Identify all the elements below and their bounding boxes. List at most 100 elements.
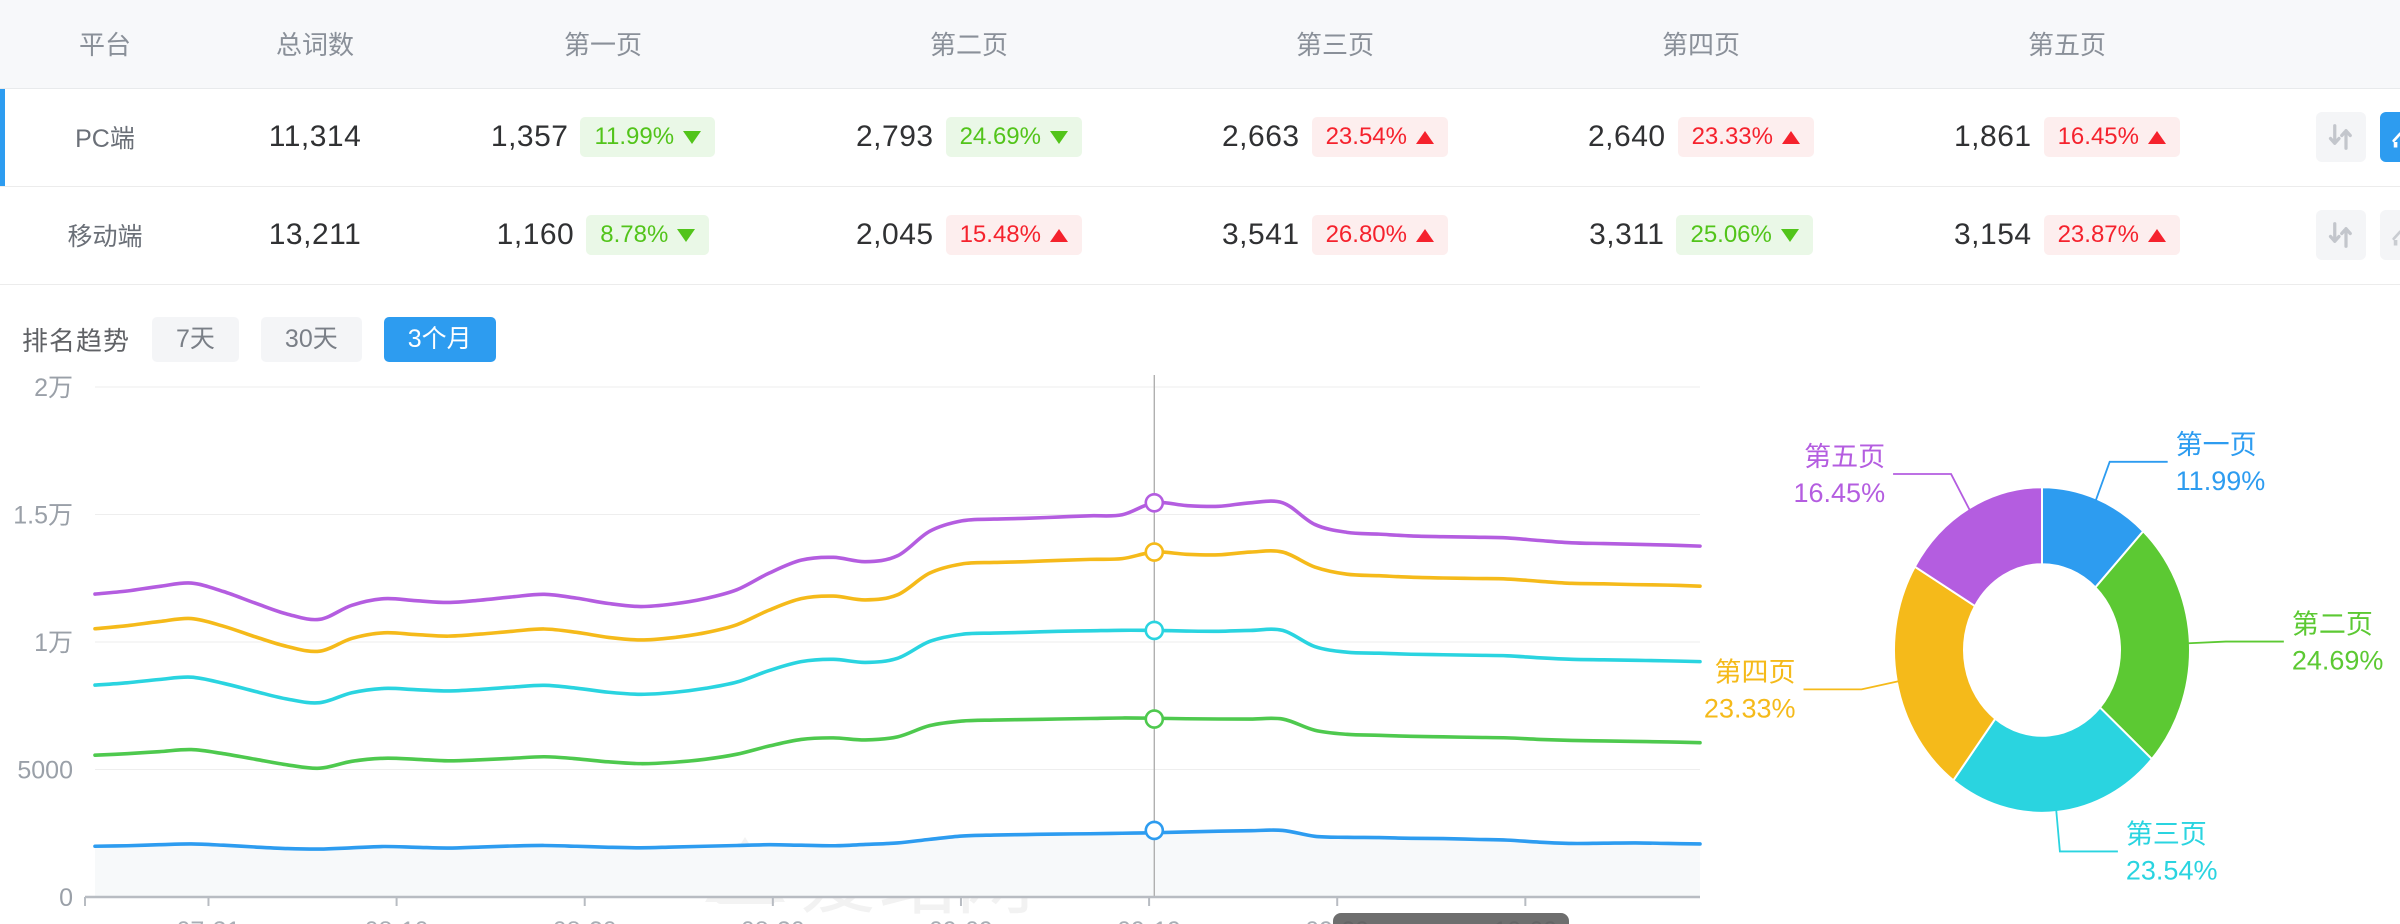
- donut-label-name: 第五页: [1804, 442, 1885, 472]
- range-3m[interactable]: 3个月: [383, 316, 496, 362]
- donut-label-name: 第一页: [2176, 429, 2257, 459]
- page-percent-value: 15.48%: [959, 221, 1041, 248]
- donut-chart-svg[interactable]: 第一页 11.99% 第二页 24.69% 第三页 23.54% 第四页 23.33% 第五页 1…: [1700, 362, 2400, 924]
- sort-icon: [2328, 124, 2352, 150]
- view-chart-button[interactable]: [2380, 210, 2400, 260]
- cell-page-1: 1,357 11.99%: [420, 88, 786, 187]
- page-count: 2,793: [856, 120, 934, 153]
- y-axis-tick-label: 0: [59, 884, 73, 912]
- col-header-page-4[interactable]: 第四页: [1518, 0, 1884, 89]
- total-value: 11,314: [268, 120, 362, 153]
- donut-label-第一页: 第一页 11.99%: [2094, 429, 2265, 503]
- x-axis-tick-label: 09-19: [1117, 917, 1181, 924]
- donut-label-第四页: 第四页 23.33%: [1704, 657, 1901, 723]
- line-chart-svg[interactable]: 050001万1.5万2万爱站网07-3108-1008-2008-3009-0…: [0, 362, 1720, 924]
- triangle-up-icon: [1049, 228, 1068, 242]
- table-row[interactable]: 移动端 13,211 1,160 8.78% 2,045 15.48% 3,541…: [0, 186, 2400, 285]
- donut-slice-第五页[interactable]: [1913, 485, 2043, 608]
- sort-icon: [2328, 222, 2352, 248]
- page-count: 3,154: [1954, 218, 2032, 251]
- page-cell-content: 3,311 25.06%: [1518, 215, 1884, 255]
- table-body: PC端 11,314 1,357 11.99% 2,793 24.69% 2,66…: [0, 88, 2400, 285]
- rank-trend-line-chart[interactable]: 050001万1.5万2万爱站网07-3108-1008-2008-3009-0…: [0, 362, 1720, 924]
- row-actions: [2250, 112, 2400, 162]
- cell-page-3: 3,541 26.80%: [1152, 186, 1518, 285]
- range-30d[interactable]: 30天: [260, 316, 362, 362]
- cell-page-4: 2,640 23.33%: [1518, 88, 1884, 187]
- total-value: 13,211: [268, 218, 362, 251]
- triangle-up-icon: [1781, 130, 1800, 144]
- cell-page-1: 1,160 8.78%: [420, 186, 786, 285]
- col-header-page-1[interactable]: 第一页: [420, 0, 786, 89]
- col-header-platform[interactable]: 平台: [0, 0, 210, 89]
- donut-slice-第四页[interactable]: [1893, 564, 1997, 782]
- x-axis-tick-label: 08-20: [553, 917, 617, 924]
- triangle-down-icon: [683, 130, 702, 144]
- donut-slice-第二页[interactable]: [2094, 529, 2191, 761]
- donut-label-第三页: 第三页 23.54%: [2055, 807, 2217, 885]
- sort-button[interactable]: [2316, 210, 2366, 260]
- sort-button[interactable]: [2316, 112, 2366, 162]
- chart-icon: [2392, 230, 2400, 246]
- page-cell-content: 3,541 26.80%: [1152, 215, 1518, 255]
- page-percent-badge: 26.80%: [1311, 215, 1448, 255]
- page-cell-content: 1,160 8.78%: [420, 215, 786, 255]
- cell-actions: [2250, 186, 2400, 285]
- donut-label-第二页: 第二页 24.69%: [2185, 609, 2384, 675]
- chart-icon: [2392, 132, 2400, 148]
- page-percent-value: 23.33%: [1691, 123, 1773, 150]
- line-series-前20名: [93, 715, 1702, 770]
- page-percent-badge: 24.69%: [945, 117, 1082, 157]
- page-count: 2,640: [1588, 120, 1666, 153]
- x-axis-tick-label: 08-10: [365, 917, 429, 924]
- col-header-total[interactable]: 总词数: [210, 0, 420, 89]
- page-percent-badge: 11.99%: [580, 117, 716, 157]
- donut-label-name: 第二页: [2292, 609, 2373, 639]
- page-percent-value: 23.87%: [2057, 221, 2139, 248]
- table-header: 平台 总词数 第一页 第二页 第三页 第四页 第五页: [0, 0, 2400, 89]
- page-percent-value: 24.69%: [959, 123, 1041, 150]
- page-percent-value: 23.54%: [1325, 123, 1407, 150]
- range-7d[interactable]: 7天: [152, 316, 239, 362]
- col-header-page-5[interactable]: 第五页: [1884, 0, 2250, 89]
- page-percent-value: 26.80%: [1325, 221, 1407, 248]
- page-percent-badge: 23.33%: [1677, 117, 1814, 157]
- page-distribution-donut-chart[interactable]: 第一页 11.99% 第二页 24.69% 第三页 23.54% 第四页 23.33% 第五页 1…: [1700, 362, 2400, 924]
- triangle-down-icon: [1049, 130, 1068, 144]
- y-axis-tick-label: 1.5万: [13, 501, 73, 529]
- view-chart-button[interactable]: [2380, 112, 2400, 162]
- x-axis-tick-label: 07-31: [176, 917, 240, 924]
- col-header-page-3[interactable]: 第三页: [1152, 0, 1518, 89]
- table-row[interactable]: PC端 11,314 1,357 11.99% 2,793 24.69% 2,66…: [0, 88, 2400, 187]
- page-count: 3,311: [1589, 218, 1665, 251]
- triangle-up-icon: [1415, 130, 1434, 144]
- rank-table: 平台 总词数 第一页 第二页 第三页 第四页 第五页 PC端 11,314 1,3…: [0, 0, 2400, 285]
- donut-label-value: 24.69%: [2292, 645, 2384, 675]
- line-series-前40名: [93, 548, 1702, 653]
- col-header-page-2[interactable]: 第二页: [786, 0, 1152, 89]
- cell-page-4: 3,311 25.06%: [1518, 186, 1884, 285]
- page-cell-content: 2,045 15.48%: [786, 215, 1152, 255]
- cell-platform: PC端: [0, 88, 210, 187]
- page-percent-value: 11.99%: [594, 123, 675, 150]
- donut-slice-第三页[interactable]: [1952, 705, 2154, 814]
- page-percent-badge: 16.45%: [2043, 117, 2180, 157]
- triangle-up-icon: [2147, 130, 2166, 144]
- chart-tooltip: 09-26 前10名: 2,611 前20名: 6,978 前30名: 10,4…: [1333, 912, 1570, 924]
- y-axis-tick-label: 1万: [34, 629, 73, 657]
- page-count: 1,861: [1954, 120, 2032, 153]
- donut-label-value: 16.45%: [1794, 478, 1886, 508]
- page-percent-value: 8.78%: [600, 221, 669, 248]
- y-axis-tick-label: 5000: [17, 756, 73, 784]
- highlight-marker: [1144, 620, 1165, 640]
- y-axis-tick-label: 2万: [34, 374, 73, 402]
- cell-page-5: 1,861 16.45%: [1884, 88, 2250, 187]
- page-percent-badge: 15.48%: [945, 215, 1082, 255]
- page-percent-badge: 8.78%: [586, 215, 710, 255]
- donut-label-name: 第四页: [1715, 657, 1796, 687]
- highlight-marker: [1144, 492, 1165, 513]
- trend-toolbar: 排名趋势 7天 30天 3个月: [0, 285, 2400, 362]
- trend-title: 排名趋势: [22, 325, 131, 356]
- donut-label-第五页: 第五页 16.45%: [1794, 442, 1972, 513]
